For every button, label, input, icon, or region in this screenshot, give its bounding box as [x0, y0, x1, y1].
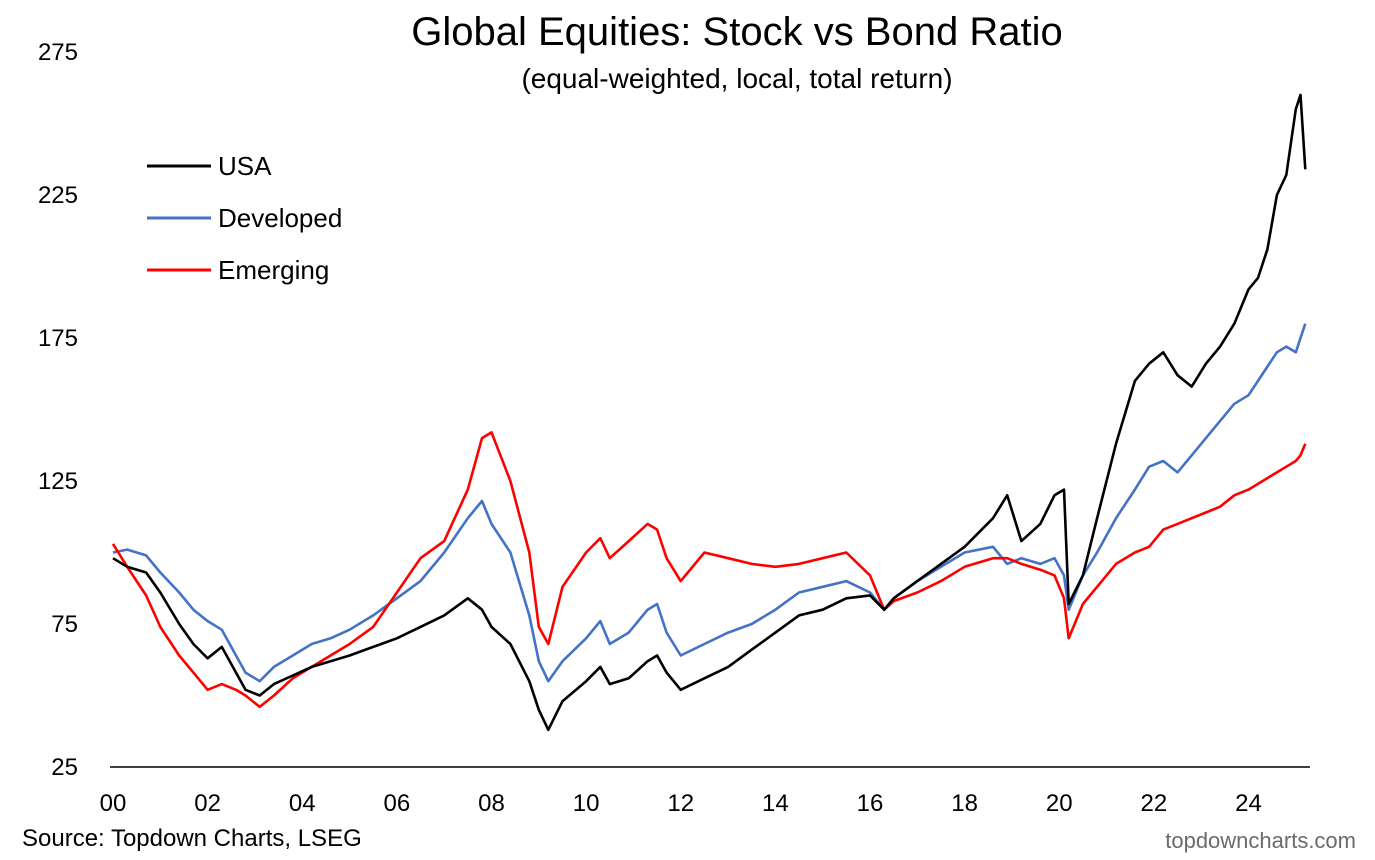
x-tick-label: 06 [384, 790, 411, 817]
y-tick-label: 125 [38, 468, 78, 495]
x-tick-label: 24 [1235, 790, 1262, 817]
legend: USA Developed Emerging [147, 151, 342, 285]
y-tick-label: 25 [51, 754, 78, 781]
x-tick-label: 14 [762, 790, 789, 817]
series-lines [111, 93, 1307, 732]
series-line-usa [112, 93, 1307, 732]
x-tick-label: 22 [1141, 790, 1168, 817]
x-tick-label: 00 [100, 790, 127, 817]
y-tick-label: 275 [38, 39, 78, 66]
y-tick-label: 225 [38, 182, 78, 209]
x-tick-label: 12 [667, 790, 694, 817]
x-tick-label: 16 [857, 790, 884, 817]
x-tick-label: 20 [1046, 790, 1073, 817]
x-tick-label: 18 [951, 790, 978, 817]
y-tick-label: 175 [38, 325, 78, 352]
x-tick-label: 08 [478, 790, 505, 817]
y-tick-label: 75 [51, 611, 78, 638]
series-line-emerging [111, 431, 1307, 709]
chart-title: Global Equities: Stock vs Bond Ratio [411, 10, 1062, 54]
x-tick-label: 02 [194, 790, 221, 817]
x-tick-label: 04 [289, 790, 316, 817]
y-axis: 25 75 125 175 225 275 [38, 39, 78, 781]
chart-subtitle: (equal-weighted, local, total return) [521, 63, 952, 94]
legend-label-developed: Developed [218, 203, 342, 233]
legend-label-emerging: Emerging [218, 255, 329, 285]
watermark: topdowncharts.com [1165, 828, 1356, 853]
legend-label-usa: USA [218, 151, 272, 181]
x-axis: 00 02 04 06 08 10 12 14 16 18 20 22 24 [100, 790, 1262, 817]
source-note: Source: Topdown Charts, LSEG [22, 825, 362, 852]
series-line-developed [112, 323, 1307, 683]
x-tick-label: 10 [573, 790, 600, 817]
